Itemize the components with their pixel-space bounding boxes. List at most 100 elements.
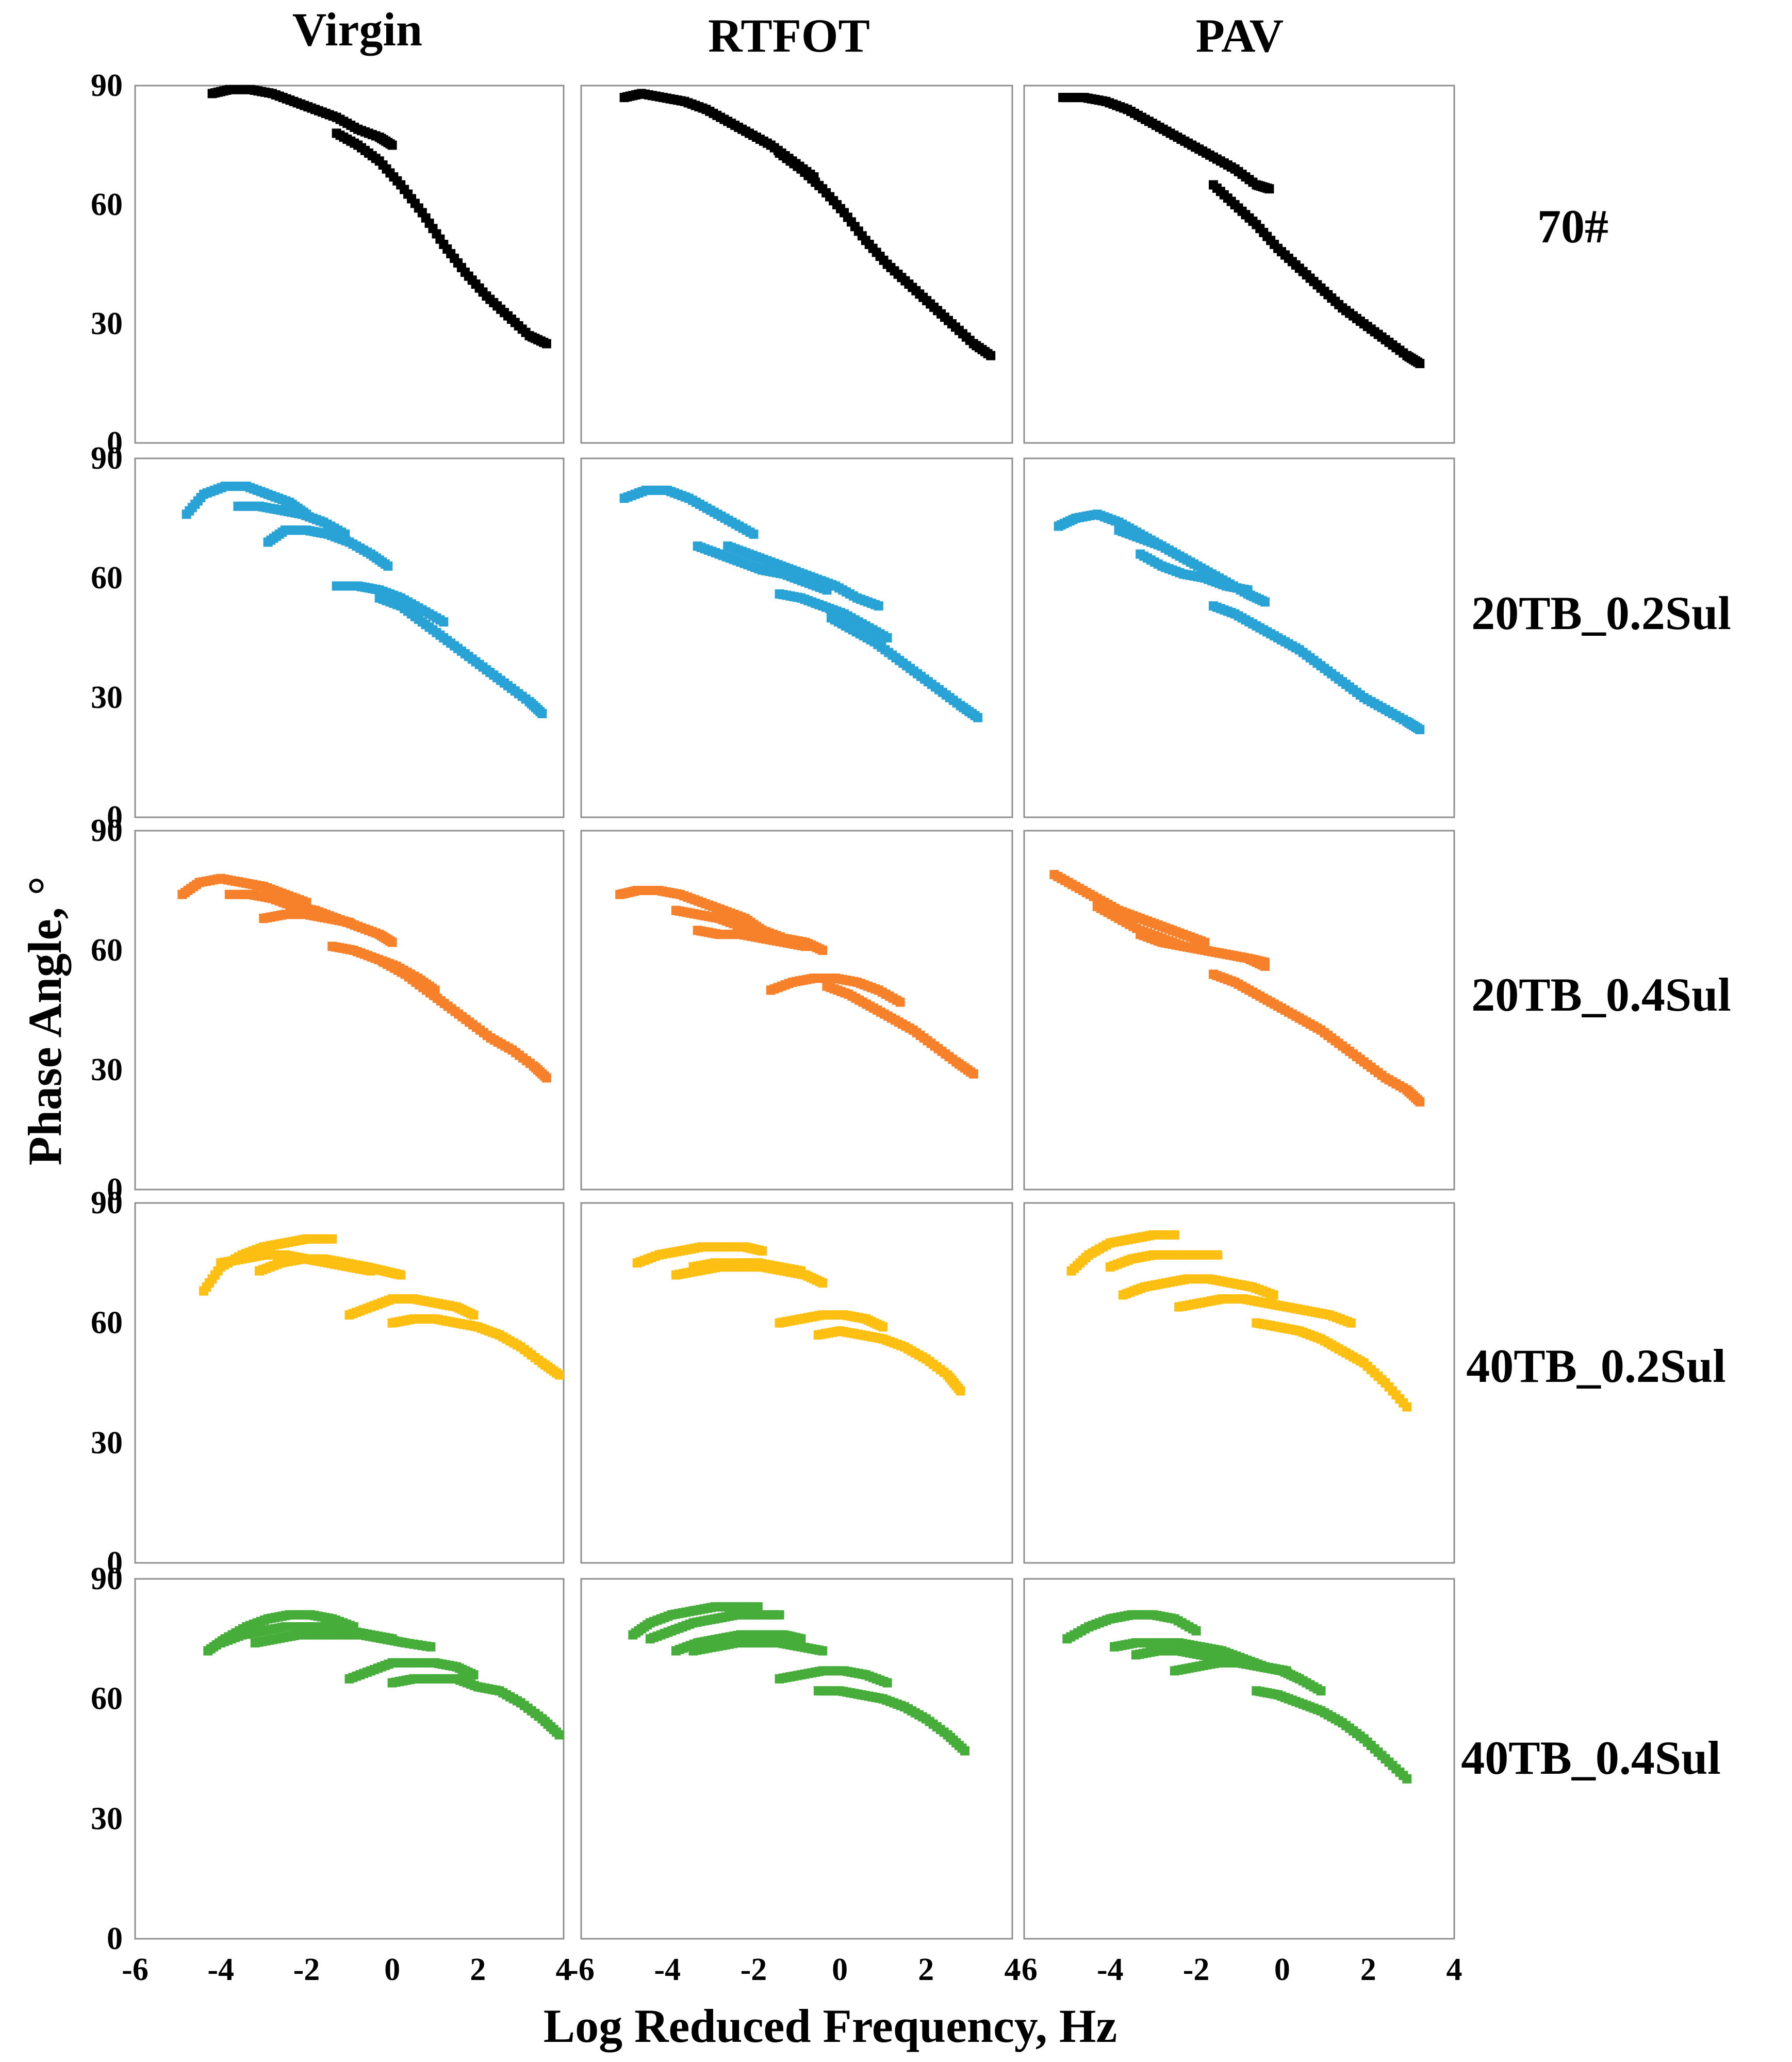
panel-40tb-0-2sul-rtfot-point — [758, 1246, 767, 1256]
panel-20tb-0-2sul-pav-frame — [1023, 457, 1455, 818]
y-axis-title: Phase Angle, ° — [19, 877, 71, 1166]
panel-40tb-0-2sul-virgin-series-4 — [344, 1294, 479, 1320]
y-tick-label-20tb-0-4sul-90: 90 — [91, 813, 123, 848]
panel-40tb-0-4sul-virgin-series-3 — [250, 1630, 436, 1652]
column-title-pav: PAV — [1196, 9, 1284, 62]
panel-40tb-0-4sul-rtfot-point — [818, 1646, 828, 1656]
panel-70-virgin-point — [387, 140, 397, 150]
panel-20tb-0-4sul-rtfot-point — [968, 1069, 978, 1079]
panel-20tb-0-2sul-pav-series-4 — [1209, 601, 1425, 734]
panel-40tb-0-2sul-virgin-point — [396, 1270, 406, 1280]
panel-40tb-0-4sul-rtfot-point — [753, 1602, 763, 1612]
panel-40tb-0-2sul-rtfot-frame — [580, 1202, 1013, 1564]
panel-40tb-0-4sul-rtfot-series-6 — [813, 1686, 969, 1756]
panel-20tb-0-2sul-virgin-series-3 — [263, 525, 393, 571]
x-tick-label-pav-2: -2 — [1183, 1952, 1210, 1987]
panel-20tb-0-4sul-pav-point — [1415, 1097, 1425, 1107]
panel-20tb-0-4sul-rtfot-series-3 — [693, 926, 810, 951]
panel-40tb-0-4sul-virgin-series-5 — [387, 1674, 564, 1740]
row-label-70: 70# — [1537, 200, 1608, 253]
y-tick-label-40tb-0-2sul-90: 90 — [91, 1185, 123, 1220]
panel-40tb-0-4sul-virgin-series-4 — [344, 1658, 479, 1684]
panel-40tb-0-2sul-pav-series-2 — [1105, 1250, 1223, 1272]
panel-40tb-0-2sul-virgin-point — [469, 1310, 479, 1320]
y-tick-label-20tb-0-4sul-60: 60 — [91, 933, 123, 968]
panel-40tb-0-4sul-virgin — [134, 1578, 565, 1940]
panel-70-pav-frame — [1023, 85, 1455, 444]
y-tick-label-40tb-0-2sul-30: 30 — [91, 1425, 123, 1460]
panel-20tb-0-2sul-virgin-frame — [134, 457, 565, 818]
panel-20tb-0-4sul-pav-series-3 — [1136, 930, 1270, 967]
panel-20tb-0-4sul-virgin-frame — [134, 830, 565, 1191]
y-tick-label-40tb-0-2sul-60: 60 — [91, 1306, 123, 1341]
row-label-20tb-0.2sul: 20TB_0.2Sul — [1471, 587, 1731, 639]
panel-40tb-0-2sul-pav-series-4 — [1174, 1294, 1356, 1328]
x-tick-label-pav-4: 4 — [1446, 1952, 1462, 1987]
panel-40tb-0-2sul-pav-point — [1346, 1318, 1356, 1328]
x-tick-label-rtfot-4: 4 — [1005, 1952, 1021, 1987]
panel-20tb-0-4sul-rtfot-point — [895, 997, 905, 1007]
x-tick-label-virgin-2: -2 — [293, 1952, 320, 1987]
panel-40tb-0-2sul-rtfot — [580, 1202, 1013, 1564]
panel-40tb-0-4sul-rtfot-point — [960, 1746, 969, 1756]
panel-20tb-0-2sul-virgin — [134, 457, 565, 818]
row-label-40tb-0.4sul: 40TB_0.4Sul — [1461, 1731, 1721, 1784]
panel-40tb-0-2sul-virgin-point — [554, 1370, 564, 1380]
panel-70-virgin-series-1 — [207, 85, 397, 150]
panel-40tb-0-2sul-pav-series-3 — [1118, 1274, 1278, 1300]
panel-20tb-0-4sul-rtfot-series-5 — [822, 981, 978, 1079]
panel-40tb-0-2sul-rtfot-point — [818, 1278, 828, 1288]
panel-20tb-0-2sul-virgin-series-5 — [374, 593, 547, 718]
x-tick-label-rtfot-2: -2 — [741, 1952, 767, 1987]
panel-40tb-0-2sul-virgin — [134, 1202, 565, 1564]
row-label-40tb-0.2sul: 40TB_0.2Sul — [1466, 1340, 1726, 1392]
panel-40tb-0-2sul-rtfot-point — [956, 1386, 965, 1396]
x-tick-label-rtfot-4: -4 — [654, 1952, 681, 1987]
panel-20tb-0-2sul-rtfot-point — [874, 601, 883, 611]
panel-20tb-0-2sul-rtfot-series-3 — [723, 541, 883, 611]
panel-40tb-0-2sul-rtfot-series-4 — [775, 1310, 888, 1332]
panel-40tb-0-4sul-rtfot-series-5 — [775, 1666, 892, 1688]
panel-20tb-0-4sul-virgin-series-1 — [177, 873, 311, 908]
panel-20tb-0-2sul-virgin-series-4 — [332, 581, 449, 627]
panel-40tb-0-2sul-pav-point — [1170, 1230, 1179, 1240]
panel-70-pav — [1023, 85, 1455, 444]
x-tick-label-pav-0: 0 — [1274, 1952, 1290, 1987]
panel-20tb-0-2sul-rtfot-series-1 — [619, 485, 759, 539]
y-tick-label-40tb-0-4sul-60: 60 — [91, 1681, 123, 1717]
panel-20tb-0-2sul-pav — [1023, 457, 1455, 818]
y-tick-label-20tb-0-4sul-0: 0 — [107, 1172, 123, 1207]
x-tick-label-pav-6: -6 — [1011, 1952, 1038, 1987]
column-title-virgin: Virgin — [292, 3, 422, 56]
panel-40tb-0-4sul-pav-series-5 — [1252, 1686, 1412, 1784]
panel-20tb-0-2sul-pav-point — [1243, 585, 1253, 595]
y-tick-label-40tb-0-4sul-90: 90 — [91, 1561, 123, 1596]
panel-40tb-0-2sul-rtfot-series-5 — [813, 1326, 965, 1396]
panel-20tb-0-4sul-rtfot-point — [800, 942, 810, 951]
panel-40tb-0-2sul-virgin-series-5 — [387, 1314, 564, 1380]
panel-40tb-0-4sul-rtfot-point — [775, 1610, 784, 1620]
row-labels: 70# 20TB_0.2Sul 20TB_0.4Sul 40TB_0.2Sul … — [1461, 200, 1731, 1784]
panel-70-pav-point — [1415, 359, 1425, 368]
panel-40tb-0-4sul-pav-point — [1402, 1774, 1412, 1784]
panel-70-pav-point — [1264, 184, 1274, 194]
x-tick-label-virgin-4: 4 — [556, 1952, 572, 1987]
panel-40tb-0-4sul-pav — [1023, 1578, 1455, 1940]
x-tick-label-pav-2: 2 — [1360, 1952, 1376, 1987]
panel-40tb-0-4sul-virgin-point — [469, 1670, 479, 1680]
panel-40tb-0-4sul-rtfot-series-2 — [645, 1610, 784, 1644]
panel-40tb-0-4sul-rtfot-point — [796, 1634, 806, 1644]
panel-40tb-0-2sul-pav-point — [1213, 1250, 1223, 1260]
x-tick-label-rtfot-2: 2 — [918, 1952, 934, 1987]
panel-40tb-0-2sul-pav-point — [1402, 1402, 1412, 1412]
panel-20tb-0-4sul-rtfot-series-4 — [766, 974, 905, 1007]
panel-20tb-0-2sul-rtfot-point — [749, 529, 759, 539]
panel-20tb-0-4sul-rtfot-point — [818, 946, 828, 955]
panel-40tb-0-4sul-virgin-point — [554, 1730, 564, 1740]
panel-20tb-0-4sul-virgin-series-3 — [259, 910, 354, 927]
panel-20tb-0-4sul-pav-point — [1200, 937, 1210, 947]
panel-20tb-0-4sul-pav-frame — [1023, 830, 1455, 1191]
panel-20tb-0-4sul-pav — [1023, 830, 1455, 1191]
y-tick-label-40tb-0-4sul-0: 0 — [107, 1921, 123, 1956]
